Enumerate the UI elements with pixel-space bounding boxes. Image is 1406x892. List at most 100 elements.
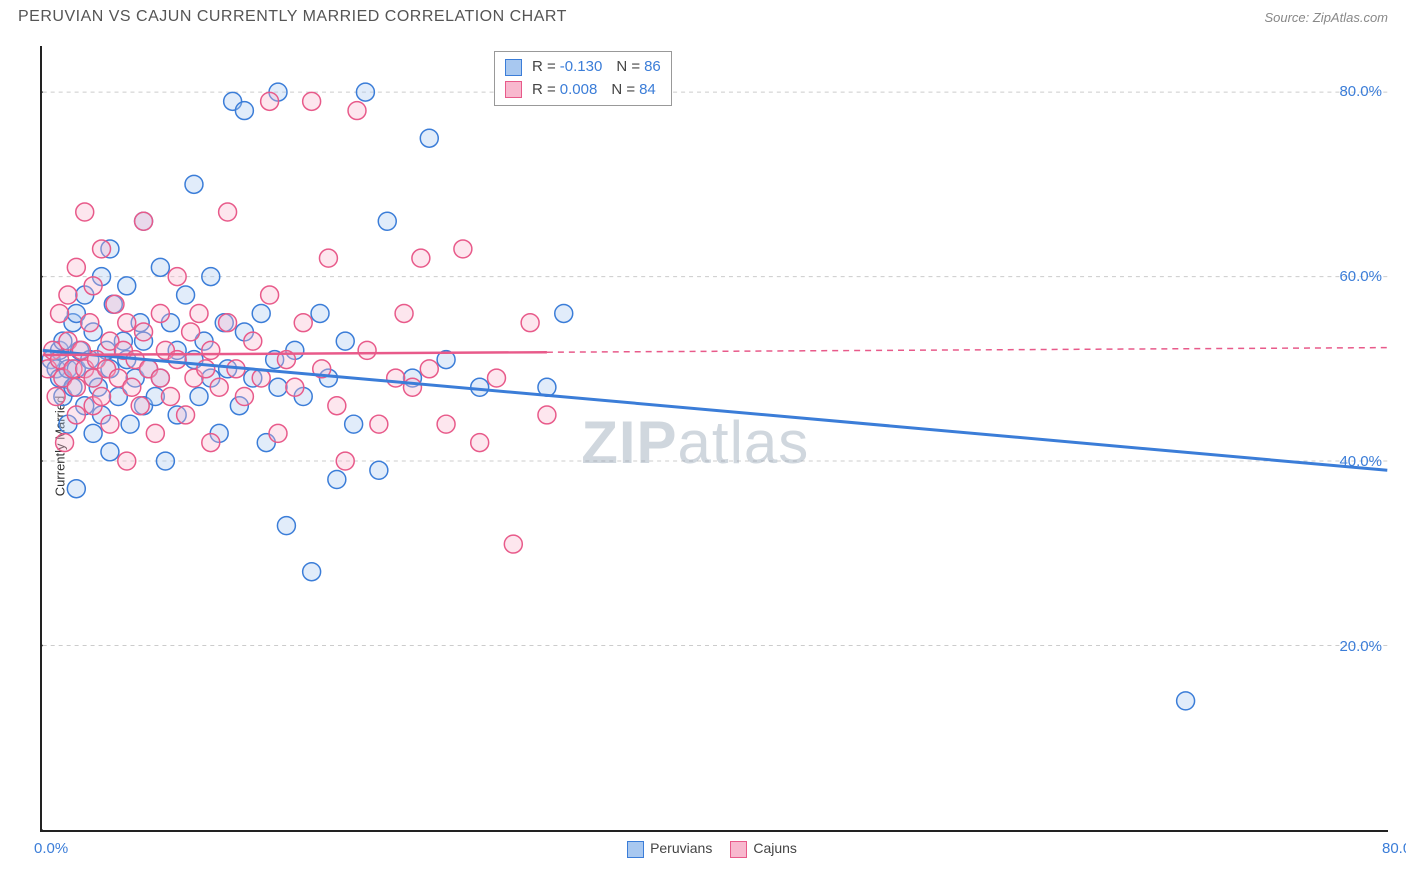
stat-n-label: N = [611, 79, 635, 102]
scatter-point [348, 102, 366, 120]
scatter-point [403, 378, 421, 396]
scatter-point [146, 424, 164, 442]
scatter-point [202, 434, 220, 452]
scatter-point [358, 341, 376, 359]
legend-swatch [730, 841, 747, 858]
scatter-point [311, 305, 329, 323]
scatter-point [210, 378, 228, 396]
stat-r-label: R = [532, 79, 556, 102]
scatter-point [93, 240, 111, 258]
scatter-point [336, 452, 354, 470]
scatter-point [277, 517, 295, 535]
scatter-point [471, 378, 489, 396]
scatter-point [118, 452, 136, 470]
legend-label: Peruvians [650, 840, 712, 856]
scatter-point [235, 388, 253, 406]
scatter-point [488, 369, 506, 387]
bottom-legend: Peruvians Cajuns [0, 840, 1406, 858]
scatter-point [67, 480, 85, 498]
scatter-point [1177, 692, 1195, 710]
scatter-point [93, 388, 111, 406]
scatter-point [538, 406, 556, 424]
plot-area: ZIPatlas R =-0.130N =86R =0.008N =84 [40, 46, 1388, 832]
legend-label: Cajuns [753, 840, 797, 856]
scatter-point [59, 286, 77, 304]
scatter-point [261, 92, 279, 110]
scatter-point [219, 203, 237, 221]
scatter-point [387, 369, 405, 387]
scatter-point [328, 471, 346, 489]
scatter-point [135, 212, 153, 230]
scatter-point [328, 397, 346, 415]
scatter-point [261, 286, 279, 304]
scatter-point [123, 378, 141, 396]
scatter-point [177, 286, 195, 304]
scatter-point [118, 314, 136, 332]
scatter-point [202, 341, 220, 359]
legend-swatch [627, 841, 644, 858]
scatter-point [161, 388, 179, 406]
stat-r-label: R = [532, 56, 556, 79]
scatter-point [395, 305, 413, 323]
scatter-point [437, 415, 455, 433]
scatter-point [56, 434, 74, 452]
scatter-point [504, 535, 522, 553]
source-label: Source: ZipAtlas.com [1264, 10, 1388, 25]
stat-n-label: N = [616, 56, 640, 79]
scatter-point [269, 424, 287, 442]
scatter-point [370, 415, 388, 433]
scatter-point [151, 305, 169, 323]
scatter-point [219, 314, 237, 332]
scatter-point [454, 240, 472, 258]
scatter-point [420, 129, 438, 147]
scatter-point [51, 305, 69, 323]
legend-swatch [505, 59, 522, 76]
stats-row: R =-0.130 N =86 [505, 56, 661, 79]
scatter-point [303, 563, 321, 581]
scatter-point [303, 92, 321, 110]
scatter-point [378, 212, 396, 230]
scatter-point [294, 314, 312, 332]
scatter-point [336, 332, 354, 350]
scatter-point [156, 452, 174, 470]
scatter-point [252, 305, 270, 323]
scatter-point [286, 378, 304, 396]
scatter-point [190, 388, 208, 406]
stats-row: R =0.008 N =84 [505, 79, 661, 102]
legend-swatch [505, 81, 522, 98]
scatter-point [471, 434, 489, 452]
stat-n-value: 84 [639, 79, 656, 102]
scatter-point [106, 295, 124, 313]
scatter-point [67, 378, 85, 396]
scatter-point [202, 268, 220, 286]
scatter-point [356, 83, 374, 101]
scatter-point [118, 277, 136, 295]
scatter-point [84, 424, 102, 442]
scatter-point [420, 360, 438, 378]
scatter-point [47, 388, 65, 406]
scatter-point [235, 102, 253, 120]
stat-r-value: -0.130 [560, 56, 603, 79]
stat-n-value: 86 [644, 56, 661, 79]
scatter-point [269, 378, 287, 396]
scatter-point [101, 443, 119, 461]
scatter-point [319, 249, 337, 267]
scatter-point [555, 305, 573, 323]
scatter-point [370, 461, 388, 479]
scatter-point [101, 415, 119, 433]
scatter-point [185, 175, 203, 193]
scatter-point [190, 305, 208, 323]
chart-title: PERUVIAN VS CAJUN CURRENTLY MARRIED CORR… [18, 8, 567, 26]
regression-line-dashed [547, 348, 1387, 353]
scatter-point [121, 415, 139, 433]
scatter-point [151, 369, 169, 387]
scatter-point [345, 415, 363, 433]
stat-r-value: 0.008 [560, 79, 598, 102]
scatter-point [412, 249, 430, 267]
scatter-point [177, 406, 195, 424]
scatter-point [131, 397, 149, 415]
scatter-point [67, 406, 85, 424]
scatter-point [244, 332, 262, 350]
scatter-svg [42, 46, 1388, 830]
scatter-point [76, 203, 94, 221]
